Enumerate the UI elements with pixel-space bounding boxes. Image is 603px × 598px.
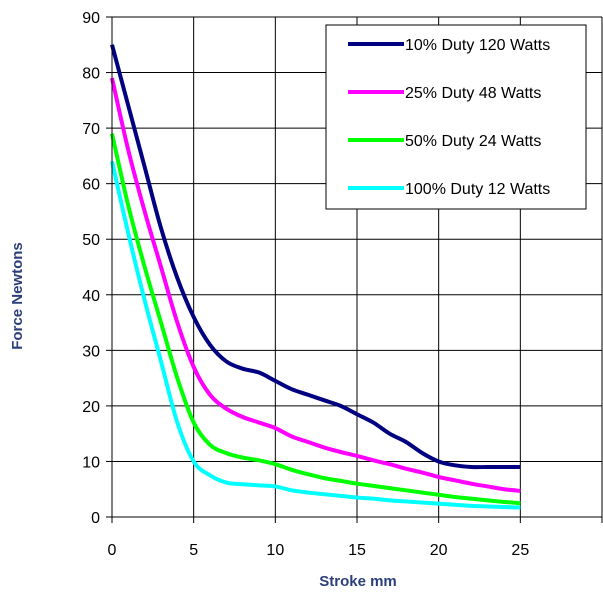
series-line-4 xyxy=(110,160,521,510)
series-line-3 xyxy=(110,133,521,506)
y-tick-label: 50 xyxy=(82,232,100,249)
y-tick-label: 0 xyxy=(91,510,100,527)
x-tick-label: 5 xyxy=(189,542,198,559)
x-tick-label: 10 xyxy=(266,542,284,559)
y-tick-label: 40 xyxy=(82,288,100,305)
series-line-1 xyxy=(110,44,521,470)
legend-label: 10% Duty 120 Watts xyxy=(405,37,550,54)
legend-label: 50% Duty 24 Watts xyxy=(405,133,541,150)
x-tick-label: 0 xyxy=(108,542,117,559)
y-tick-label: 10 xyxy=(82,454,100,471)
y-axis-title: Force Newtons xyxy=(9,242,26,350)
series-lines xyxy=(110,44,521,510)
tick-labels: 0 10 20 30 40 50 60 70 80 90 0 5 10 15 20 25 xyxy=(82,10,529,559)
legend-box xyxy=(325,24,587,210)
y-tick-label: 60 xyxy=(82,177,100,194)
x-tick-label: 15 xyxy=(348,542,366,559)
legend-label: 100% Duty 12 Watts xyxy=(405,181,550,198)
x-axis-title: Stroke mm xyxy=(319,573,397,590)
x-tick-label: 20 xyxy=(430,542,448,559)
y-tick-label: 30 xyxy=(82,343,100,360)
legend-label: 25% Duty 48 Watts xyxy=(405,85,541,102)
legend: 10% Duty 120 Watts 25% Duty 48 Watts 50% D… xyxy=(325,24,587,210)
y-tick-label: 80 xyxy=(82,66,100,83)
axes xyxy=(106,16,603,523)
y-tick-label: 20 xyxy=(82,399,100,416)
y-tick-label: 90 xyxy=(82,10,100,27)
y-tick-label: 70 xyxy=(82,121,100,138)
x-tick-label: 25 xyxy=(511,542,529,559)
series-line-2 xyxy=(110,77,521,493)
